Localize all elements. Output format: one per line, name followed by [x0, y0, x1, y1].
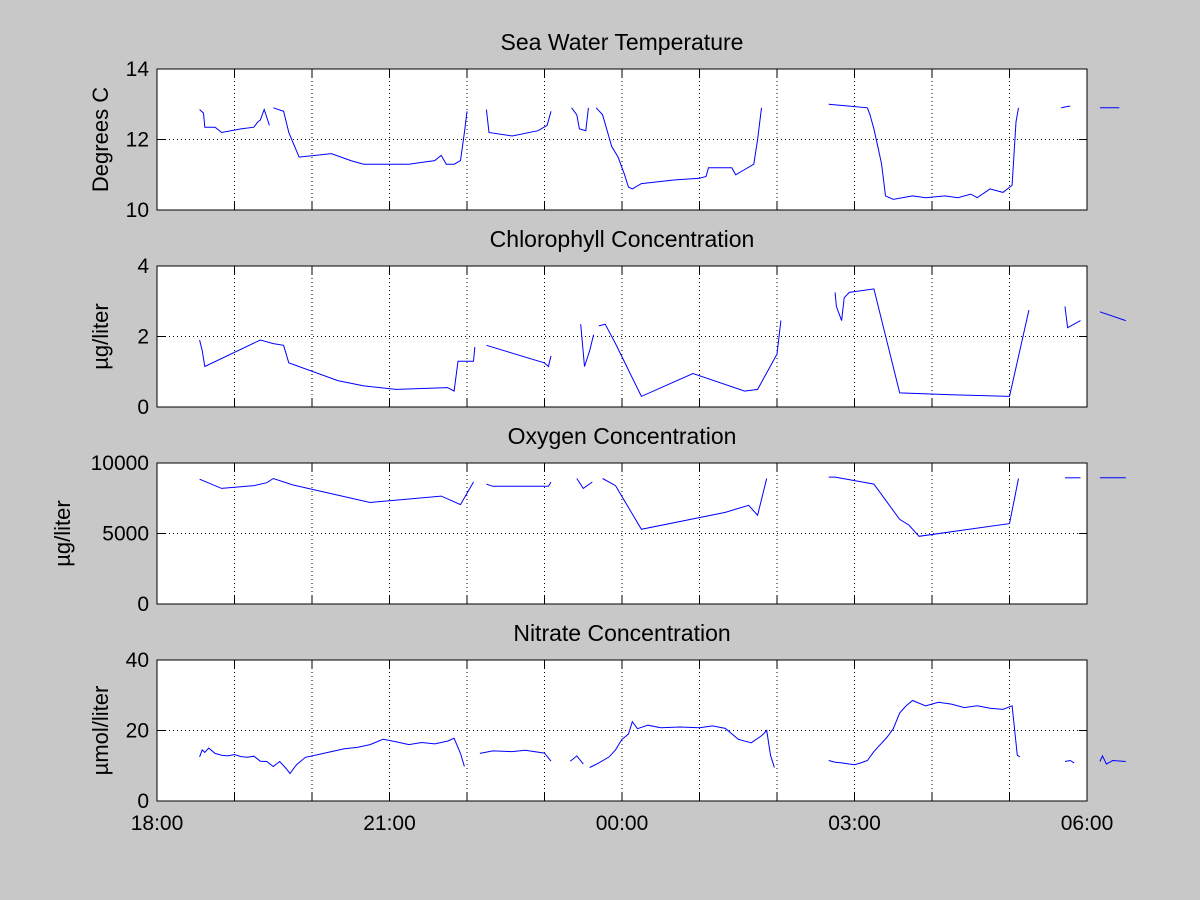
y-tick-label: 0 — [137, 396, 149, 419]
y-tick-label: 14 — [126, 58, 150, 81]
y-tick-label: 12 — [126, 129, 149, 152]
subplot-title: Nitrate Concentration — [513, 620, 730, 646]
y-tick-label: 0 — [137, 593, 149, 616]
data-line — [486, 344, 552, 368]
x-tick-label: 00:00 — [596, 812, 649, 835]
y-axis-label: Degrees C — [88, 87, 113, 192]
y-tick-label: 10 — [126, 199, 149, 222]
data-line — [589, 720, 775, 768]
data-line — [1099, 754, 1126, 765]
axes-frame — [156, 659, 1088, 802]
x-tick-label: 03:00 — [828, 812, 881, 835]
data-line — [199, 339, 476, 392]
subplot-3: 0 5000 10000 Oxygen Concentration µg/liter — [50, 423, 1126, 616]
subplot-2: 0 2 4 Chlorophyll Concentration µg/liter — [88, 226, 1126, 419]
data-line — [595, 107, 762, 190]
y-tick-label: 0 — [137, 790, 149, 813]
axes-frame — [156, 265, 1088, 408]
data-line — [1061, 105, 1071, 109]
y-axis-label: µg/liter — [88, 303, 113, 369]
data-line — [479, 749, 552, 762]
y-axis-label: µg/liter — [50, 500, 75, 566]
y-tick-label: 5000 — [102, 523, 149, 546]
subplot-4: 0 20 40 18:00 21:00 00:00 03:00 06:00 Nitrate Co… — [88, 620, 1126, 835]
data-line — [273, 107, 468, 165]
axes-frame — [156, 462, 1088, 605]
subplot-title: Oxygen Concentration — [508, 423, 737, 449]
axes-frame — [156, 68, 1088, 211]
x-tick-label: 21:00 — [363, 812, 416, 835]
x-tick-label: 18:00 — [131, 812, 184, 835]
y-tick-label: 40 — [126, 649, 149, 672]
x-tick-label: 06:00 — [1061, 812, 1114, 835]
subplot-1: 10 12 14 Sea Water Temperature Degrees C — [88, 29, 1120, 222]
data-line — [1064, 306, 1081, 329]
data-line — [576, 478, 593, 490]
y-axis-label: µmol/liter — [88, 686, 113, 776]
data-line — [571, 107, 589, 132]
data-line — [569, 755, 584, 765]
data-line — [1064, 759, 1075, 764]
data-line — [199, 737, 465, 775]
data-line — [828, 699, 1021, 766]
data-line — [486, 481, 552, 487]
data-line — [828, 103, 1019, 200]
data-line — [199, 477, 474, 506]
data-line — [598, 320, 782, 398]
data-line — [580, 324, 595, 367]
data-line — [828, 476, 1019, 537]
data-line — [1099, 311, 1126, 322]
y-tick-label: 2 — [137, 326, 149, 349]
data-line — [834, 288, 1030, 397]
y-tick-label: 10000 — [91, 452, 149, 475]
subplot-title: Chlorophyll Concentration — [490, 226, 755, 252]
data-line — [199, 107, 270, 134]
y-tick-label: 20 — [126, 720, 149, 743]
data-line — [485, 109, 552, 137]
subplot-panels: 10 12 14 Sea Water Temperature Degrees C 0 2 4 C… — [50, 29, 1126, 835]
data-line — [602, 478, 768, 530]
subplot-title: Sea Water Temperature — [501, 29, 744, 55]
y-tick-label: 4 — [137, 255, 149, 278]
